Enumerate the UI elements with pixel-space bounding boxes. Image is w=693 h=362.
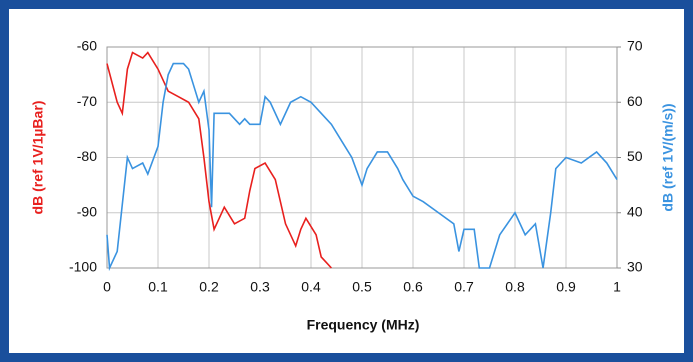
plot-border bbox=[106, 46, 618, 269]
y-tick-label: -100 bbox=[69, 259, 97, 275]
y2-tick-label: 50 bbox=[627, 148, 643, 164]
x-tick-label: 0.5 bbox=[352, 279, 372, 295]
y2-tick-label: 60 bbox=[627, 93, 643, 109]
x-tick-label: 0.3 bbox=[250, 279, 270, 295]
y-tick-label: -90 bbox=[77, 203, 97, 219]
y2-tick-label: 40 bbox=[627, 203, 643, 219]
x-tick-label: 0.8 bbox=[505, 279, 525, 295]
x-tick-label: 0.7 bbox=[454, 279, 474, 295]
y-tick-label: -80 bbox=[77, 148, 97, 164]
series-line bbox=[106, 62, 618, 272]
x-tick-label: 0 bbox=[103, 279, 111, 295]
panel: Frequency (MHz) 0 0.1 0.2 0.3 0.4 0.5 0.6 0.7 0.… bbox=[9, 9, 684, 353]
x-tick-label: 0.4 bbox=[301, 279, 321, 295]
series-line bbox=[106, 51, 332, 269]
y-tick-label: -60 bbox=[77, 38, 97, 54]
x-tick-label: 0.1 bbox=[148, 279, 168, 295]
y2-tick-label: 30 bbox=[627, 259, 643, 275]
x-tick-label: 0.9 bbox=[556, 279, 576, 295]
y-tick-label: -70 bbox=[77, 93, 97, 109]
x-tick-label: 0.2 bbox=[199, 279, 219, 295]
y2-axis-label: dB (ref 1V/(m/s)) bbox=[660, 103, 676, 211]
x-tick-label: 0.6 bbox=[403, 279, 423, 295]
x-tick-label: 1 bbox=[613, 279, 621, 295]
y2-tick-label: 70 bbox=[627, 38, 643, 54]
x-axis-label: Frequency (MHz) bbox=[307, 317, 420, 333]
chart: Frequency (MHz) 0 0.1 0.2 0.3 0.4 0.5 0.6 0.7 0.… bbox=[30, 38, 676, 333]
y-axis-label: dB (ref 1V/1µBar) bbox=[30, 101, 46, 215]
